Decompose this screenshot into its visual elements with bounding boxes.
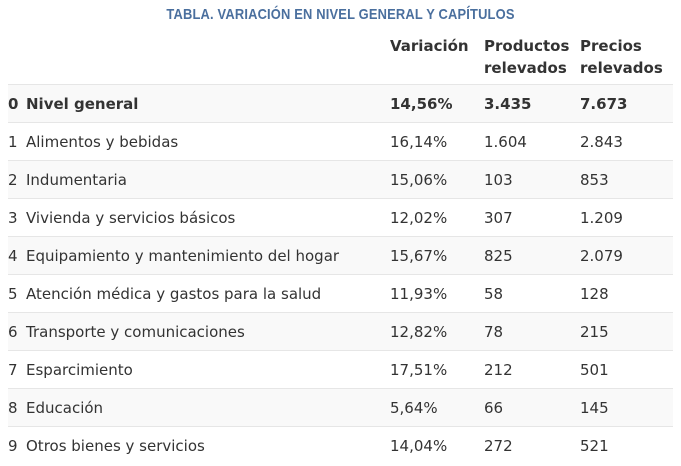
row-index: 5 xyxy=(8,274,26,313)
table-title: TABLA. VARIACIÓN EN NIVEL GENERAL Y CAPÍ… xyxy=(166,6,515,23)
row-productos: 272 xyxy=(484,426,580,464)
table-row: 6 Transporte y comunicaciones 12,82% 78 … xyxy=(8,312,673,351)
row-productos: 212 xyxy=(484,350,580,389)
row-variacion: 15,67% xyxy=(390,236,484,275)
row-precios: 2.843 xyxy=(580,122,673,161)
table-row: 2 Indumentaria 15,06% 103 853 xyxy=(8,160,673,199)
row-name: Educación xyxy=(26,388,390,427)
header-variacion: Variación xyxy=(390,37,469,55)
row-precios: 853 xyxy=(580,160,673,199)
row-precios: 215 xyxy=(580,312,673,351)
row-productos: 3.435 xyxy=(484,84,580,123)
row-precios: 128 xyxy=(580,274,673,313)
row-precios: 1.209 xyxy=(580,198,673,237)
row-name: Atención médica y gastos para la salud xyxy=(26,274,390,313)
row-productos: 307 xyxy=(484,198,580,237)
row-variacion: 14,56% xyxy=(390,84,484,123)
row-variacion: 14,04% xyxy=(390,426,484,464)
row-precios: 7.673 xyxy=(580,84,673,123)
row-productos: 103 xyxy=(484,160,580,199)
header-precios: Precios relevados xyxy=(580,37,663,77)
row-variacion: 15,06% xyxy=(390,160,484,199)
table-row: 5 Atención médica y gastos para la salud… xyxy=(8,274,673,313)
row-name: Nivel general xyxy=(26,84,390,123)
header-name xyxy=(26,32,390,85)
row-name: Otros bienes y servicios xyxy=(26,426,390,464)
row-precios: 501 xyxy=(580,350,673,389)
row-index: 3 xyxy=(8,198,26,237)
table-row: 1 Alimentos y bebidas 16,14% 1.604 2.843 xyxy=(8,122,673,161)
data-table: Variación Productos relevados Precios rele… xyxy=(8,32,673,464)
table-row: 4 Equipamiento y mantenimiento del hogar… xyxy=(8,236,673,275)
table-row: 9 Otros bienes y servicios 14,04% 272 52… xyxy=(8,426,673,464)
row-variacion: 11,93% xyxy=(390,274,484,313)
row-name: Indumentaria xyxy=(26,160,390,199)
row-precios: 145 xyxy=(580,388,673,427)
row-index: 9 xyxy=(8,426,26,464)
row-index: 7 xyxy=(8,350,26,389)
table-row: 3 Vivienda y servicios básicos 12,02% 30… xyxy=(8,198,673,237)
row-name: Equipamiento y mantenimiento del hogar xyxy=(26,236,390,275)
row-productos: 78 xyxy=(484,312,580,351)
row-index: 4 xyxy=(8,236,26,275)
header-row: Variación Productos relevados Precios rele… xyxy=(8,32,673,85)
row-variacion: 16,14% xyxy=(390,122,484,161)
row-productos: 58 xyxy=(484,274,580,313)
table-row: 0 Nivel general 14,56% 3.435 7.673 xyxy=(8,84,673,123)
table-row: 7 Esparcimiento 17,51% 212 501 xyxy=(8,350,673,389)
row-precios: 521 xyxy=(580,426,673,464)
row-productos: 66 xyxy=(484,388,580,427)
row-index: 8 xyxy=(8,388,26,427)
header-index xyxy=(8,32,26,85)
row-variacion: 17,51% xyxy=(390,350,484,389)
row-index: 2 xyxy=(8,160,26,199)
row-index: 0 xyxy=(8,84,26,123)
row-name: Transporte y comunicaciones xyxy=(26,312,390,351)
table-row: 8 Educación 5,64% 66 145 xyxy=(8,388,673,427)
row-index: 6 xyxy=(8,312,26,351)
row-index: 1 xyxy=(8,122,26,161)
row-productos: 1.604 xyxy=(484,122,580,161)
row-variacion: 5,64% xyxy=(390,388,484,427)
row-name: Vivienda y servicios básicos xyxy=(26,198,390,237)
row-variacion: 12,82% xyxy=(390,312,484,351)
header-productos: Productos relevados xyxy=(484,37,570,77)
row-name: Esparcimiento xyxy=(26,350,390,389)
row-precios: 2.079 xyxy=(580,236,673,275)
row-productos: 825 xyxy=(484,236,580,275)
row-variacion: 12,02% xyxy=(390,198,484,237)
row-name: Alimentos y bebidas xyxy=(26,122,390,161)
